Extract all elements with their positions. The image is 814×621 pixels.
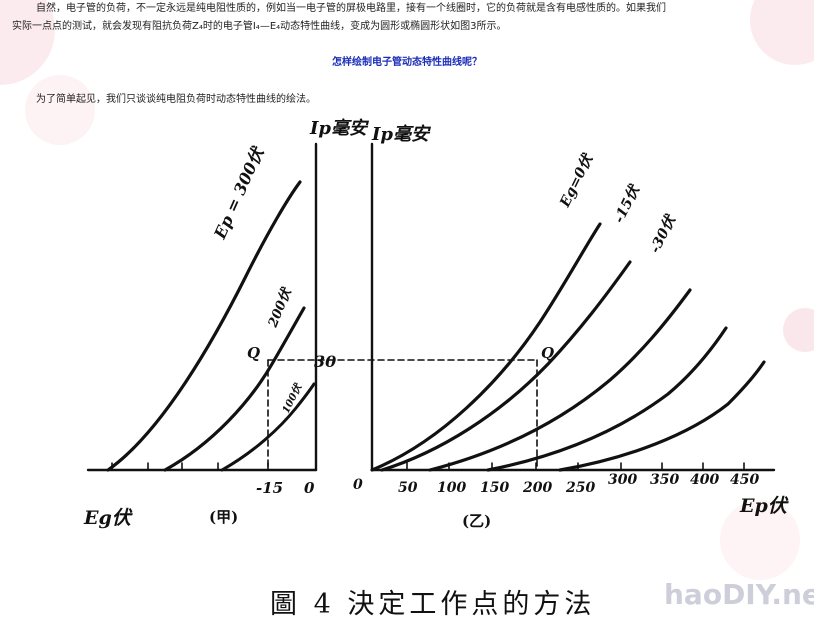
curve-eg-0 [370, 222, 602, 472]
right-x-axis-label: Ep伏 [739, 495, 790, 517]
right-x-tick-250: 250 [565, 480, 595, 496]
curve-label-ep-200: 200伏 [264, 284, 295, 330]
paragraph-1-line-2: 实际一点点的测试，就会发现有阻抗负荷Z₄时的电子管I₄—E₄动态特性曲线，变成为… [12, 21, 507, 32]
curve-label-ep-100: 100伏 [280, 381, 305, 416]
curve-ep-200 [163, 306, 306, 472]
curve-label-eg-30: -30伏 [646, 211, 679, 256]
site-watermark: haoDIY.net [664, 578, 814, 611]
curve-eg-15 [380, 260, 632, 472]
right-q-point-label: Q [541, 344, 554, 362]
right-x-tick-450: 450 [730, 472, 759, 488]
right-x-tick-0: 0 [353, 477, 363, 493]
curve-label-eg-0: Eg=0伏 [556, 150, 597, 210]
section-heading: 怎样绘制电子管动态特性曲线呢？ [332, 57, 482, 68]
article-paragraph-2: 为了简单起见，我们只谈谈纯电阻负荷时动态特性曲线的绘法。 [36, 94, 316, 105]
curve-label-eg-15: -15伏 [610, 181, 643, 226]
right-x-tick-200: 200 [522, 480, 552, 496]
right-x-tick-50: 50 [398, 480, 418, 496]
curve-eg-45 [486, 326, 728, 472]
curve-label-ep-300: Ep = 300伏 [210, 143, 268, 242]
right-x-tick-350: 350 [650, 472, 679, 488]
right-panel-label: (乙) [462, 512, 491, 530]
figure-caption: 圖 4 決定工作点的方法 [270, 589, 596, 620]
left-panel-label: (甲) [209, 508, 238, 526]
curve-eg-30 [428, 288, 692, 472]
right-y-tick-30: 30 [314, 352, 336, 371]
paragraph-1-line-1: 自然，电子管的负荷，不一定永远是纯电阻性质的，例如当一电子管的屏极电路里，接有一… [36, 3, 666, 14]
tube-characteristic-figure: Ip毫安 Ep = 300伏 200伏 100伏 Q -15 0 Eg伏 (甲)… [83, 118, 790, 530]
right-x-tick-150: 150 [480, 480, 509, 496]
article-paragraph-1: 自然，电子管的负荷，不一定永远是纯电阻性质的，例如当一电子管的屏极电路里，接有一… [12, 0, 802, 36]
curve-ep-100 [220, 382, 316, 472]
right-x-tick-100: 100 [437, 480, 466, 496]
left-x-axis-label: Eg伏 [83, 507, 134, 529]
left-y-axis-label: Ip毫安 [309, 118, 370, 139]
right-x-tick-300: 300 [608, 472, 637, 488]
curve-eg-60 [558, 360, 766, 472]
curve-ep-300 [106, 180, 302, 472]
left-x-tick-0: 0 [304, 479, 315, 497]
left-q-point-label: Q [247, 344, 260, 362]
right-y-axis-label: Ip毫安 [371, 124, 432, 145]
right-x-tick-400: 400 [690, 472, 719, 488]
left-x-tick-minus15: -15 [256, 479, 283, 497]
